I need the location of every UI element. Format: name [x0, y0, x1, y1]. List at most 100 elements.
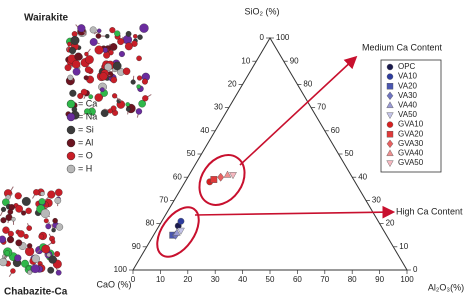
atom [105, 34, 110, 39]
legend-marker [386, 73, 394, 80]
atom [38, 198, 46, 205]
tick-label: 70 [317, 103, 326, 112]
atom [31, 254, 40, 263]
tick-label: 70 [320, 275, 329, 284]
atom [135, 108, 143, 115]
atom [84, 66, 92, 74]
axis-right-title: Al₂O₃(%) [428, 282, 464, 292]
atom [109, 43, 118, 51]
atom [0, 206, 7, 213]
atom [21, 210, 27, 216]
atom [99, 87, 105, 93]
atom [2, 198, 10, 207]
legend-marker [386, 101, 394, 109]
atom [38, 233, 44, 240]
atom [40, 191, 45, 197]
atom [84, 51, 89, 57]
atom [70, 35, 80, 45]
tick-label: 90 [132, 242, 141, 251]
legend-label: GVA20 [398, 129, 424, 138]
tick-label: 0 [260, 33, 265, 42]
tick-label: 100 [400, 275, 414, 284]
tick-label: 80 [348, 275, 357, 284]
atom [0, 217, 7, 224]
high-ca-ellipse [156, 206, 200, 258]
tick-label: 30 [214, 103, 223, 112]
atom [41, 244, 51, 254]
legend-label: GVA30 [398, 139, 424, 148]
tick-label: 90 [290, 56, 299, 65]
atom [72, 67, 81, 76]
atom [50, 239, 56, 245]
atom [43, 218, 49, 224]
atom [94, 45, 104, 55]
annotation: High Ca Content [396, 206, 463, 216]
data-point [177, 217, 185, 225]
atom [14, 192, 22, 200]
atom [141, 78, 148, 85]
legend-label: OPC [398, 62, 416, 71]
tick-label: 0 [413, 265, 418, 274]
legend-marker [386, 160, 394, 168]
axis-top-title: SiO₂ (%) [245, 6, 280, 16]
legend-marker [386, 82, 394, 90]
atom-legend-label: = Ca [78, 98, 97, 108]
atom [133, 34, 138, 39]
atom [0, 235, 7, 244]
atom [125, 102, 130, 107]
tick-label: 60 [293, 275, 302, 284]
data-point [177, 227, 185, 235]
atom [69, 47, 77, 55]
atom [122, 35, 133, 45]
atom [136, 75, 143, 81]
atom-legend-label: = H [78, 163, 92, 173]
atom [125, 31, 132, 37]
atom [46, 252, 51, 258]
atom [84, 108, 91, 115]
atom [11, 217, 16, 222]
atom [100, 109, 109, 118]
data-point [210, 176, 218, 183]
atom [67, 74, 74, 81]
atom [138, 99, 146, 108]
tick-label: 50 [266, 275, 275, 284]
atom [114, 30, 121, 37]
atom [89, 38, 98, 46]
tick-label: 60 [331, 126, 340, 135]
atom [54, 197, 62, 204]
tick-label: 100 [276, 33, 290, 42]
tick-label: 10 [241, 56, 250, 65]
tick-label: 100 [114, 265, 128, 274]
atom [5, 194, 11, 200]
atom [71, 60, 81, 69]
atom-legend-swatch [66, 151, 76, 161]
structure-label: Chabazite-Ca [4, 287, 68, 298]
atom [48, 255, 57, 264]
atom [52, 217, 58, 224]
legend-marker [386, 139, 394, 149]
tick-label: 10 [156, 275, 165, 284]
atom [94, 93, 103, 102]
atom [30, 264, 40, 274]
legend-marker [386, 130, 394, 138]
data-point [223, 170, 232, 178]
atom [51, 227, 56, 233]
atom [26, 265, 31, 271]
legend-marker [386, 63, 394, 71]
structure-label: Wairakite [24, 13, 69, 24]
atom-legend-swatch [66, 138, 76, 148]
legend-marker [386, 112, 394, 120]
tick-label: 30 [372, 196, 381, 205]
legend-label: VA30 [398, 91, 418, 100]
atom [136, 55, 142, 62]
atom-legend-label: = Na [78, 111, 97, 121]
atom [17, 230, 25, 238]
atom [27, 243, 33, 249]
atom [89, 26, 97, 34]
tick-label: 10 [399, 242, 408, 251]
atom [85, 55, 94, 64]
atom [112, 61, 122, 71]
arrow-high [194, 205, 396, 219]
tick-label: 40 [358, 172, 367, 181]
